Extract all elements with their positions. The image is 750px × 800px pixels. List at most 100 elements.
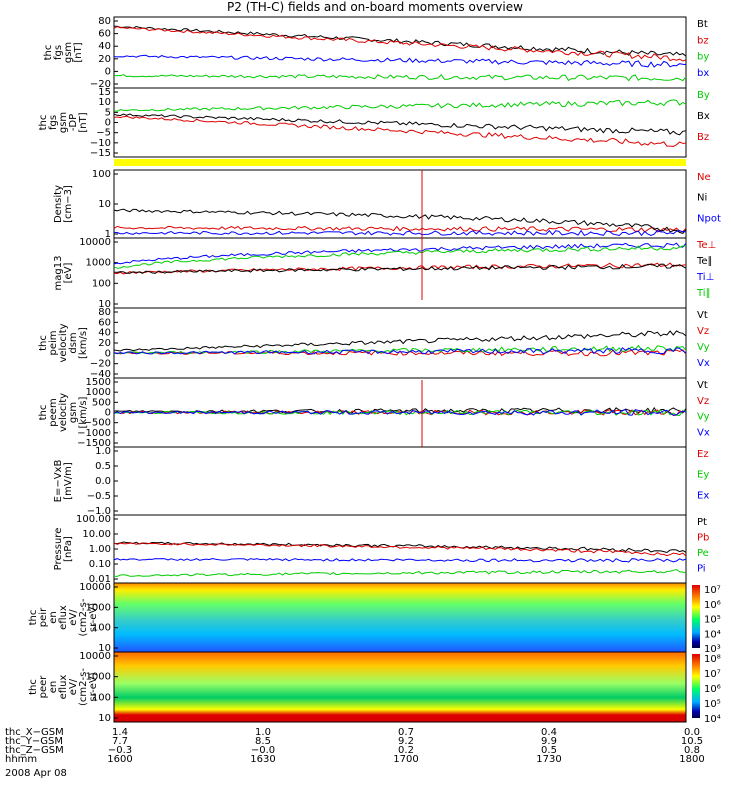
colorbar-tick-label: 10⁴ <box>704 714 721 725</box>
legend-entry: Bt <box>697 19 708 30</box>
y-tick-label: 10 <box>98 643 111 654</box>
series-line <box>113 115 687 148</box>
legend-entry: bx <box>697 68 709 79</box>
y-axis-label: Density <box>53 185 64 223</box>
legend-entry: Npot <box>697 213 721 224</box>
colorbar <box>692 654 700 718</box>
colorbar-tick-label: 10⁷ <box>704 585 721 596</box>
y-tick-label: 0 <box>105 118 111 129</box>
series-line <box>113 113 687 136</box>
y-tick-label: 80 <box>98 16 111 27</box>
x-tick-label: −0.3 <box>108 745 132 756</box>
y-axis-label: (cm2-s- <box>78 598 89 636</box>
series-line <box>113 242 687 265</box>
y-tick-label: 10000 <box>79 651 111 662</box>
x-axis-row-label: thc_X−GSM <box>5 727 64 738</box>
y-tick-label: 100.00 <box>76 514 111 525</box>
y-axis-label: fgs <box>53 45 64 60</box>
y-axis-label: sr-eV) <box>88 672 99 701</box>
y-axis-label: peer <box>38 675 49 699</box>
series-line <box>113 347 687 355</box>
y-axis-label: gsm <box>58 112 69 133</box>
y-axis-label: eV/ <box>68 678 79 695</box>
legend-entry: Ey <box>697 470 709 481</box>
legend-entry: Pt <box>697 517 707 528</box>
legend-entry: Ti⊥ <box>696 272 714 283</box>
y-tick-label: 0.10 <box>89 559 111 570</box>
y-axis-label: en <box>48 681 59 694</box>
x-tick-label: 1630 <box>250 754 275 765</box>
series-line <box>113 262 687 275</box>
plot-title: P2 (TH-C) fields and on-board moments ov… <box>227 0 523 14</box>
y-axis-label: E=−VxB <box>53 460 64 503</box>
y-axis-label: [cm−3] <box>63 185 74 223</box>
legend-entry: Ne <box>697 172 711 183</box>
x-tick-label: 0.7 <box>398 727 414 738</box>
colorbar-tick-label: 10⁸ <box>704 654 721 665</box>
y-tick-label: 100 <box>92 278 111 289</box>
series-line <box>113 406 687 415</box>
y-axis-label: peem <box>48 398 59 426</box>
y-tick-label: 10 <box>98 299 111 310</box>
legend-entry: Pe <box>697 548 709 559</box>
series-line <box>113 208 687 234</box>
y-axis-label: thc <box>38 115 49 131</box>
y-axis-label: velocity <box>58 393 69 432</box>
x-tick-label: 0.4 <box>541 727 557 738</box>
y-axis-label: gsm <box>68 402 79 423</box>
y-tick-label: 10000 <box>79 237 111 248</box>
y-tick-label: 15 <box>98 87 111 98</box>
x-tick-label: 1730 <box>536 754 561 765</box>
legend-entry: Ti∥ <box>696 288 711 299</box>
y-tick-label: 1000 <box>86 602 111 613</box>
x-tick-label: 1600 <box>107 754 132 765</box>
y-tick-label: 0 <box>105 408 111 419</box>
legend-entry: by <box>697 52 709 63</box>
y-axis-label: thc <box>38 335 49 351</box>
y-axis-label: eflux <box>58 605 69 630</box>
y-axis-label: [eV] <box>63 263 74 284</box>
y-tick-label: 500 <box>92 397 111 408</box>
series-line <box>113 26 687 62</box>
x-tick-label: 1.0 <box>255 727 271 738</box>
spectrogram-1 <box>114 583 686 652</box>
legend-entry: Pi <box>697 564 706 575</box>
series-line <box>113 229 687 237</box>
y-tick-label: 1 <box>105 229 111 240</box>
y-tick-label: −15 <box>90 148 111 159</box>
y-tick-label: 1000 <box>86 672 111 683</box>
series-line <box>113 344 687 355</box>
series-line <box>113 99 687 112</box>
colorbar-tick-label: 10⁵ <box>704 615 721 626</box>
y-tick-label: 40 <box>98 41 111 52</box>
y-axis-label: dsm <box>68 332 79 353</box>
y-axis-label: thc <box>28 679 39 695</box>
y-axis-label: thc <box>43 45 54 61</box>
y-axis-label: peir <box>38 607 49 627</box>
legend-entry: Bx <box>697 111 710 122</box>
legend-entry: bz <box>697 35 709 46</box>
y-axis-label: [km/s] <box>78 327 89 359</box>
colorbar-tick-label: 10⁶ <box>704 684 721 695</box>
y-axis-label: eflux <box>58 675 69 700</box>
y-tick-label: −40 <box>90 369 111 380</box>
y-tick-label: −0.5 <box>87 491 111 502</box>
y-tick-label: 40 <box>98 328 111 339</box>
legend-entry: Vy <box>697 412 710 423</box>
y-axis-label: [nT] <box>73 42 84 62</box>
y-tick-label: −500 <box>84 418 111 429</box>
legend-entry: By <box>697 90 710 101</box>
spectrogram-2 <box>114 652 686 722</box>
x-tick-label: 0.8 <box>684 745 700 756</box>
legend-entry: Ez <box>697 449 709 460</box>
colorbar-tick-label: 10⁴ <box>704 629 721 640</box>
y-axis-label: -DP <box>68 114 79 131</box>
x-tick-label: 0.0 <box>684 727 700 738</box>
y-tick-label: 10.00 <box>82 529 111 540</box>
y-axis-label: velocity <box>58 323 69 362</box>
colorbar-tick-label: 10⁵ <box>704 699 721 710</box>
y-axis-label: thc <box>28 610 39 626</box>
legend-entry: Vt <box>697 310 708 321</box>
